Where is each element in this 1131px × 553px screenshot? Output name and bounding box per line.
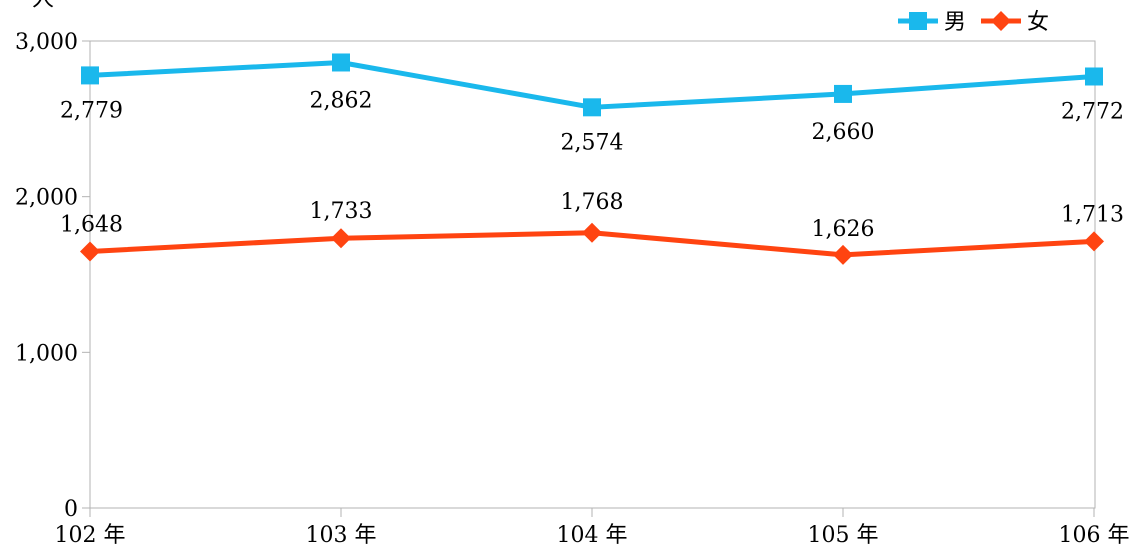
legend-label: 女 — [1027, 10, 1049, 35]
data-point — [834, 84, 852, 103]
data-label: 2,660 — [812, 120, 875, 145]
data-label: 2,862 — [310, 88, 373, 113]
data-label: 2,574 — [561, 130, 624, 155]
data-point — [1085, 67, 1103, 86]
data-point — [583, 98, 601, 117]
data-label: 1,733 — [310, 199, 373, 224]
y-tick-label: 3,000 — [15, 30, 78, 55]
x-tick-label: 104 年 — [557, 523, 628, 548]
data-point — [331, 228, 351, 249]
data-label: 1,626 — [812, 217, 875, 242]
series-female — [80, 222, 1104, 265]
x-tick-label: 106 年 — [1059, 523, 1130, 548]
data-point — [582, 222, 602, 243]
data-label: 1,713 — [1061, 202, 1124, 227]
y-tick-label: 1,000 — [15, 341, 78, 366]
y-tick-label: 0 — [64, 497, 78, 522]
data-label: 2,772 — [1061, 99, 1124, 124]
data-point — [332, 53, 350, 72]
data-point — [81, 66, 99, 85]
legend: 男女 — [898, 10, 1049, 35]
series-layer: 2,779 2,862 2,574 2,660 2,772 1,648 1,733 1,768… — [60, 53, 1124, 265]
data-label: 1,648 — [60, 212, 123, 237]
y-axis-unit-label: 人 — [32, 0, 54, 12]
data-point — [833, 244, 853, 265]
x-tick-label: 102 年 — [55, 523, 126, 548]
data-label: 1,768 — [561, 190, 624, 215]
legend-item: 女 — [981, 10, 1049, 35]
x-tick-label: 103 年 — [306, 523, 377, 548]
axes: 0 1,000 2,000 3,000 102 年 103 年 104 年 105 年 106 … — [15, 30, 1129, 548]
legend-item: 男 — [898, 10, 966, 35]
legend-marker — [909, 12, 927, 30]
data-point — [1084, 231, 1104, 252]
legend-label: 男 — [944, 10, 966, 35]
y-tick-label: 2,000 — [15, 186, 78, 211]
series-male — [81, 53, 1103, 117]
legend-marker — [991, 11, 1011, 31]
data-point — [80, 241, 100, 262]
data-label: 2,779 — [60, 98, 123, 123]
x-tick-label: 105 年 — [808, 523, 879, 548]
